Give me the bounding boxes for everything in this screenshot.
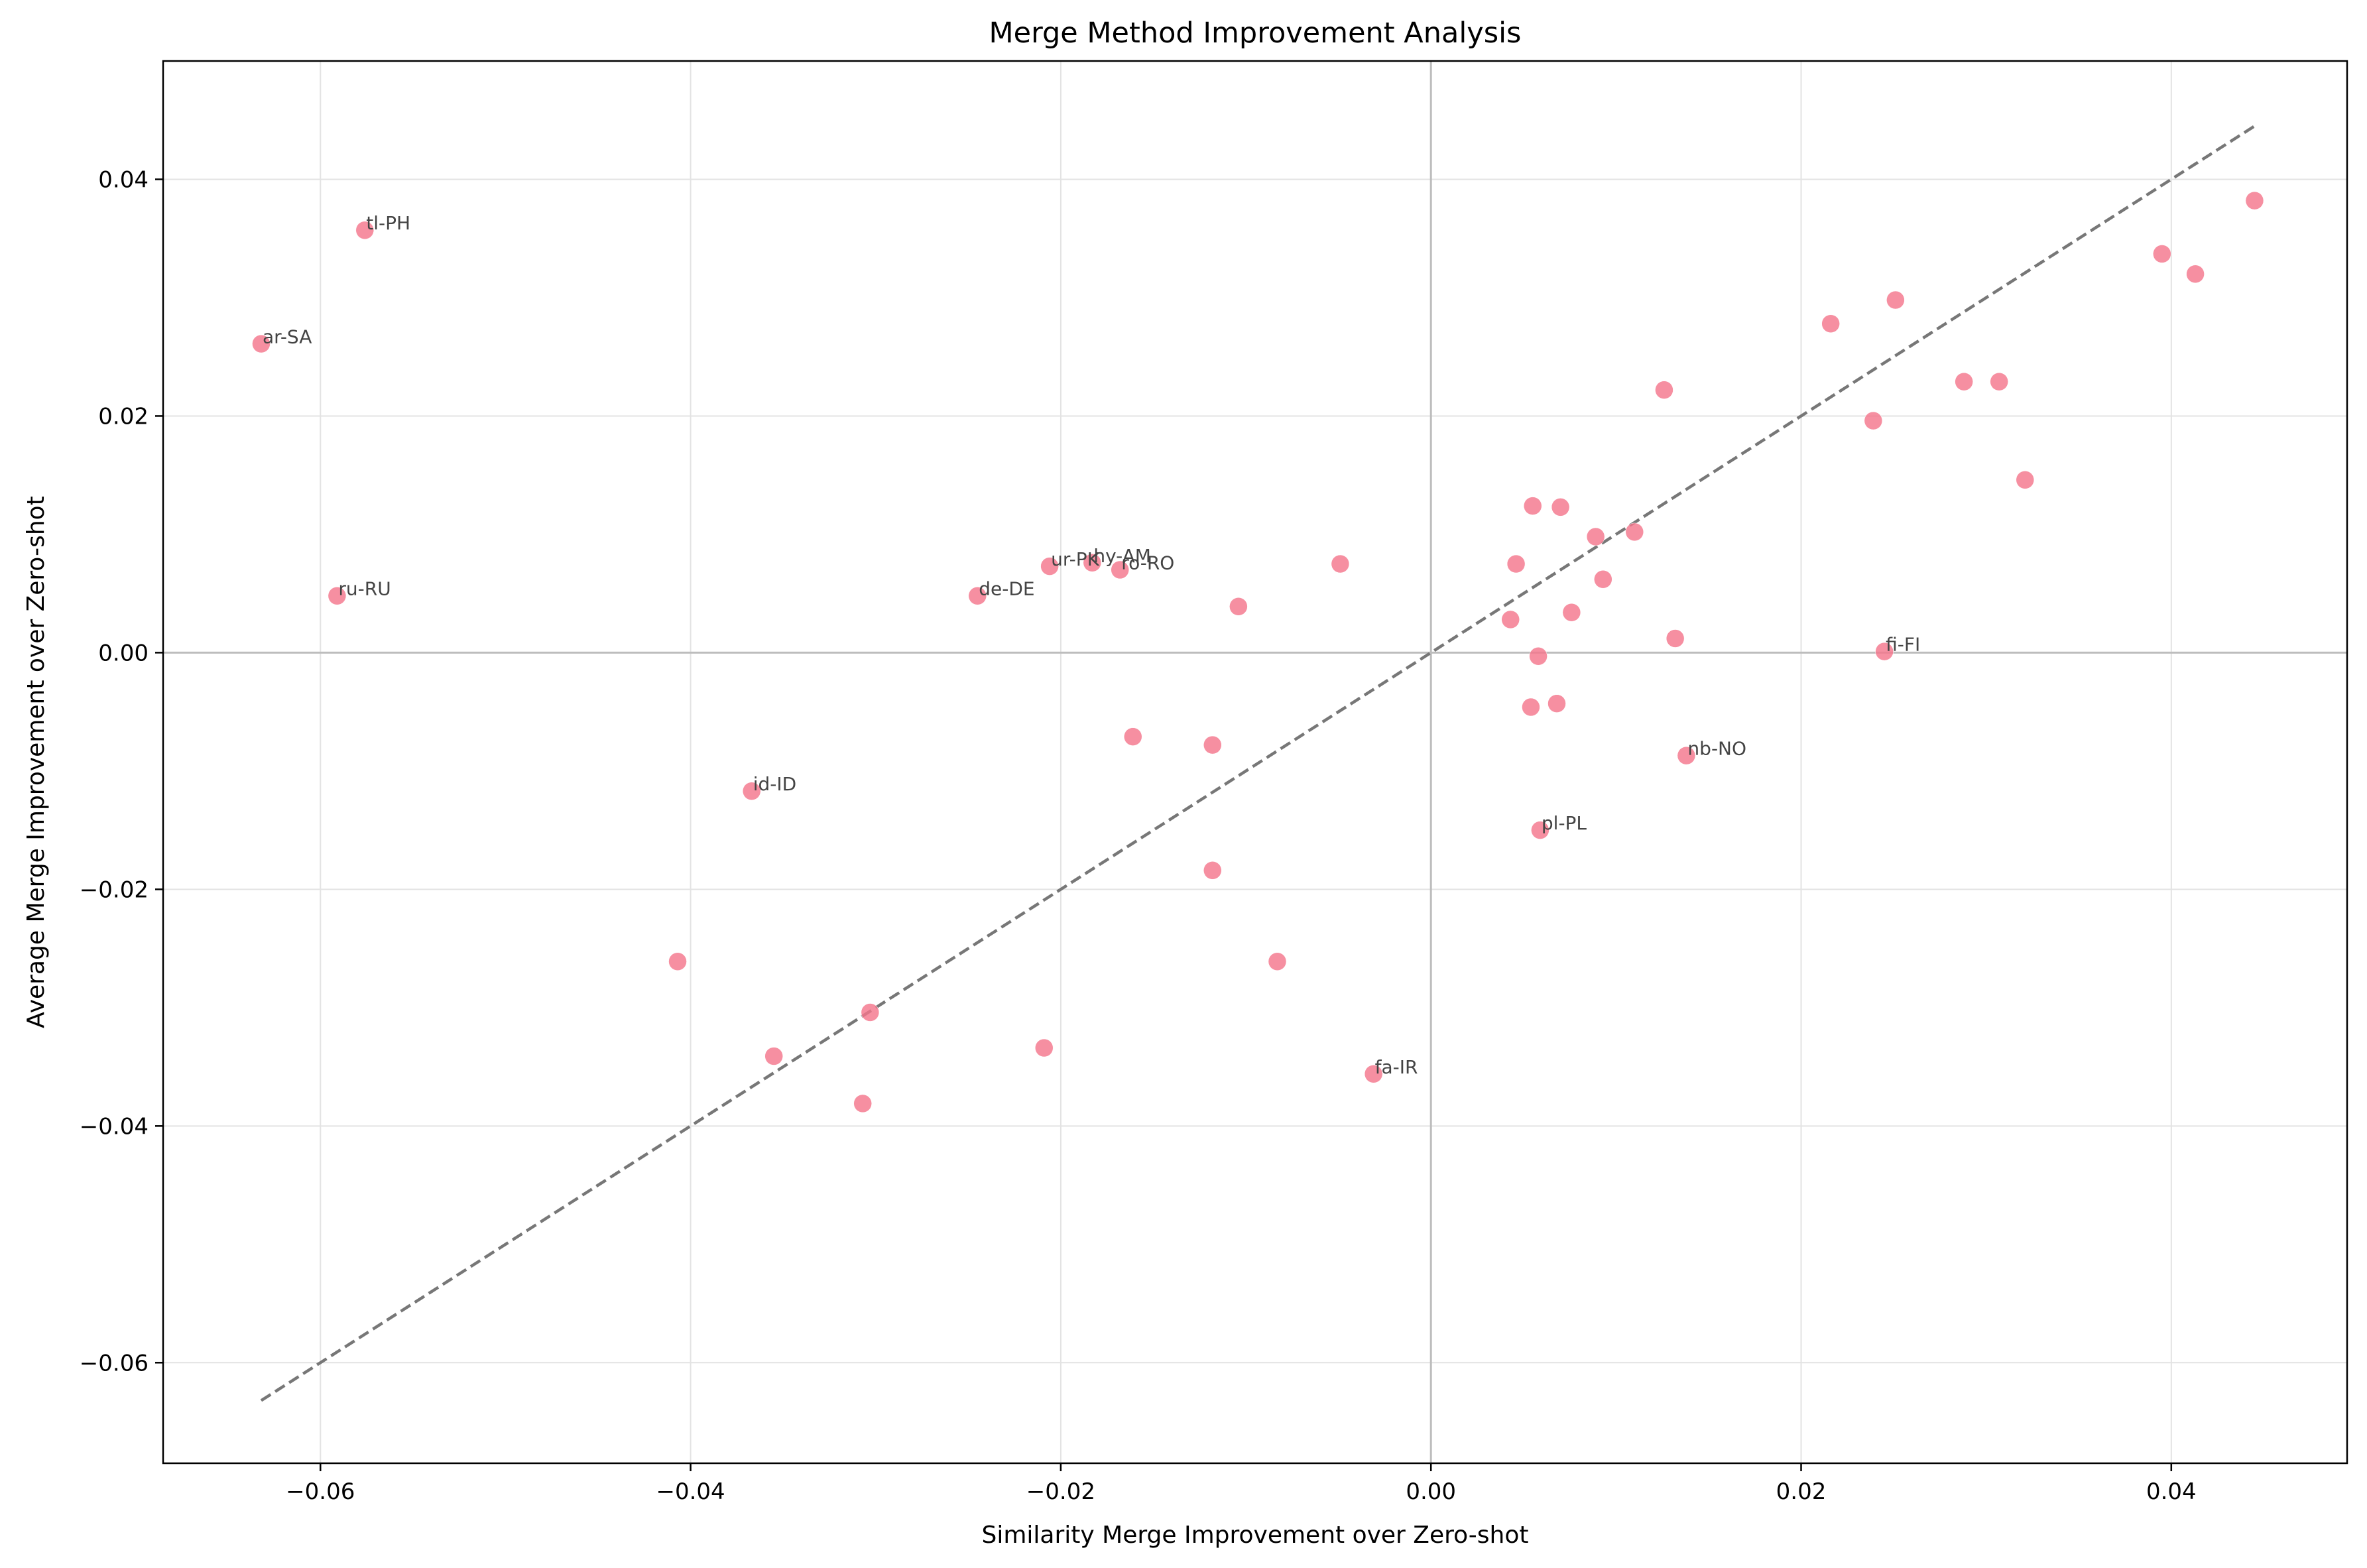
- data-point: [1523, 497, 1542, 515]
- data-point: [1083, 554, 1102, 572]
- data-point: [1522, 697, 1540, 717]
- zero-lines: [163, 61, 2347, 1463]
- data-point: [1035, 1038, 1054, 1057]
- point-label: hy-AM: [1093, 545, 1151, 567]
- point-label: fa-IR: [1375, 1056, 1418, 1078]
- data-point: [1529, 647, 1548, 666]
- x-tick-label: 0.02: [1776, 1478, 1827, 1505]
- data-point: [853, 1094, 872, 1113]
- x-axis-label: Similarity Merge Improvement over Zero-s…: [981, 1522, 1528, 1549]
- data-point: [1655, 381, 1673, 399]
- x-tick-label: −0.06: [286, 1478, 355, 1505]
- data-point: [1875, 642, 1894, 661]
- data-point: [742, 782, 761, 800]
- data-point: [2245, 191, 2264, 210]
- data-point: [1203, 861, 1222, 880]
- point-label: pl-PL: [1542, 812, 1587, 834]
- point-label: de-DE: [979, 578, 1034, 600]
- data-point: [1886, 290, 1905, 310]
- data-point: [1625, 522, 1644, 542]
- data-point: [1562, 603, 1581, 622]
- data-point: [1124, 727, 1142, 746]
- data-point: [1506, 554, 1526, 573]
- data-point: [1040, 557, 1059, 575]
- data-point: [1821, 314, 1840, 333]
- data-point: [1864, 411, 1883, 430]
- data-point: [1955, 372, 1973, 391]
- data-point: [1666, 629, 1685, 648]
- data-point: [1551, 498, 1570, 516]
- point-labels: ar-SA tl-PH ru-RU id-ID de-DE ur-PKhy-AMro-RO…: [263, 212, 1920, 1078]
- point-label: ur-PK: [1051, 548, 1099, 570]
- point-label: id-ID: [753, 773, 796, 795]
- data-point: [2016, 471, 2035, 489]
- data-point: [1501, 610, 1520, 629]
- point-label: nb-NO: [1687, 738, 1746, 760]
- y-axis-label: Average Merge Improvement over Zero-shot: [23, 496, 50, 1028]
- data-point: [2153, 245, 2171, 263]
- data-point: [355, 221, 375, 239]
- y-tick-label: −0.02: [80, 876, 149, 903]
- x-axis-ticks: −0.06 −0.04 −0.02 0.00 0.02 0.04: [286, 1463, 2197, 1505]
- data-point: [1548, 694, 1566, 713]
- data-point: [1203, 735, 1222, 754]
- data-point: [1677, 746, 1696, 765]
- reference-line-group: [260, 125, 2256, 1402]
- data-point: [1364, 1065, 1383, 1083]
- point-label: fi-FI: [1886, 634, 1920, 656]
- data-point: [1990, 372, 2008, 391]
- data-point: [861, 1003, 880, 1022]
- data-point: [668, 952, 687, 971]
- point-label: ru-RU: [338, 578, 391, 600]
- chart-title: Merge Method Improvement Analysis: [989, 17, 1522, 50]
- x-tick-label: 0.00: [1406, 1478, 1456, 1505]
- data-point: [328, 586, 347, 605]
- y-tick-label: 0.04: [98, 166, 149, 193]
- data-point: [1586, 527, 1605, 546]
- reference-line: [260, 125, 2256, 1402]
- y-tick-label: −0.06: [80, 1350, 149, 1376]
- data-point: [2186, 265, 2205, 284]
- data-point: [1594, 570, 1612, 589]
- plot-frame: [162, 60, 2348, 1465]
- data-point: [1268, 952, 1287, 971]
- y-tick-label: −0.04: [80, 1113, 149, 1140]
- point-label: ar-SA: [263, 326, 312, 348]
- point-label: ro-RO: [1121, 552, 1174, 573]
- x-tick-label: −0.02: [1026, 1478, 1095, 1505]
- data-point: [252, 334, 271, 353]
- y-tick-label: 0.00: [98, 640, 149, 666]
- y-axis-ticks: −0.06 −0.04 −0.02 0.00 0.02 0.04: [80, 166, 163, 1376]
- x-tick-label: −0.04: [656, 1478, 725, 1505]
- y-tick-label: 0.02: [98, 403, 149, 430]
- data-point: [1229, 597, 1248, 616]
- data-point: [968, 586, 987, 605]
- x-tick-label: 0.04: [2146, 1478, 2197, 1505]
- data-point: [764, 1047, 783, 1065]
- data-points: [252, 191, 2264, 1113]
- data-point: [1111, 560, 1129, 579]
- data-point: [1331, 554, 1350, 573]
- point-label: tl-PH: [366, 212, 410, 234]
- data-point: [1531, 821, 1549, 839]
